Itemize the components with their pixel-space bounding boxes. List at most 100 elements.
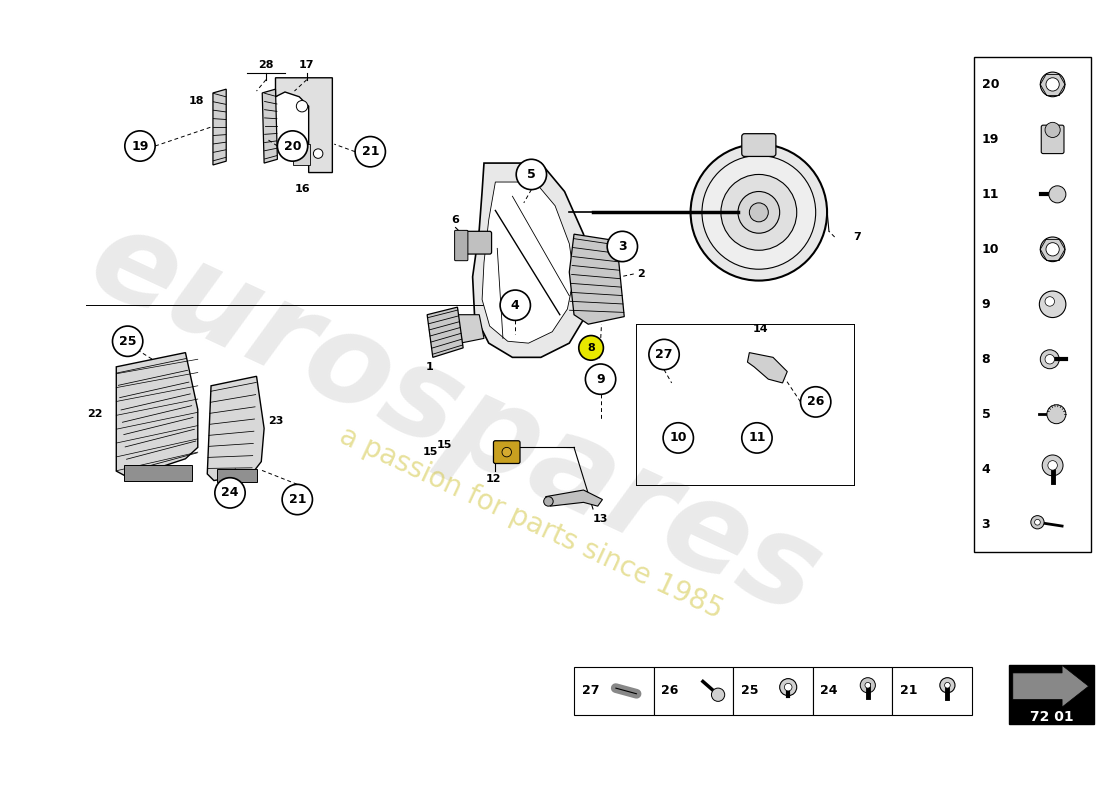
Text: 18: 18 bbox=[189, 97, 205, 106]
FancyBboxPatch shape bbox=[461, 231, 492, 254]
Text: 26: 26 bbox=[807, 395, 824, 408]
Text: 20: 20 bbox=[981, 78, 999, 91]
Text: 6: 6 bbox=[452, 215, 460, 225]
Circle shape bbox=[1035, 519, 1041, 525]
Bar bbox=[217, 469, 256, 482]
Text: 28: 28 bbox=[258, 60, 274, 70]
Circle shape bbox=[780, 678, 796, 696]
Circle shape bbox=[801, 386, 830, 417]
Circle shape bbox=[1045, 122, 1060, 138]
FancyBboxPatch shape bbox=[454, 230, 467, 261]
Text: 72 01: 72 01 bbox=[1030, 710, 1074, 723]
Polygon shape bbox=[1013, 666, 1089, 707]
Text: 21: 21 bbox=[362, 146, 380, 158]
Circle shape bbox=[1046, 242, 1059, 256]
Text: 10: 10 bbox=[981, 243, 999, 256]
Text: 17: 17 bbox=[299, 60, 315, 70]
Text: 21: 21 bbox=[288, 493, 306, 506]
Circle shape bbox=[314, 149, 323, 158]
Polygon shape bbox=[570, 234, 625, 324]
Text: 5: 5 bbox=[981, 408, 990, 421]
Text: 5: 5 bbox=[527, 168, 536, 181]
Text: 13: 13 bbox=[593, 514, 608, 524]
Polygon shape bbox=[473, 163, 593, 358]
Circle shape bbox=[516, 159, 547, 190]
Circle shape bbox=[124, 131, 155, 161]
Circle shape bbox=[579, 335, 604, 360]
FancyBboxPatch shape bbox=[741, 134, 776, 157]
Circle shape bbox=[945, 682, 950, 688]
Bar bbox=[813, 667, 892, 714]
Circle shape bbox=[784, 683, 792, 691]
Text: eurospares: eurospares bbox=[72, 197, 839, 641]
Polygon shape bbox=[213, 89, 227, 165]
Polygon shape bbox=[207, 376, 264, 481]
Circle shape bbox=[500, 290, 530, 320]
Circle shape bbox=[1041, 350, 1059, 369]
Text: 14: 14 bbox=[752, 324, 769, 334]
Text: 3: 3 bbox=[618, 240, 627, 253]
Polygon shape bbox=[275, 78, 332, 173]
Text: 15: 15 bbox=[422, 447, 438, 458]
Circle shape bbox=[1045, 297, 1055, 306]
Circle shape bbox=[1048, 461, 1057, 470]
Text: 27: 27 bbox=[656, 348, 673, 361]
Text: 25: 25 bbox=[119, 334, 136, 348]
Text: 22: 22 bbox=[88, 410, 103, 419]
Circle shape bbox=[1047, 405, 1066, 424]
Circle shape bbox=[712, 688, 725, 702]
Text: 2: 2 bbox=[638, 269, 646, 279]
Bar bbox=[574, 667, 653, 714]
Circle shape bbox=[607, 231, 638, 262]
Circle shape bbox=[1041, 72, 1065, 97]
Text: 25: 25 bbox=[740, 685, 758, 698]
Text: 9: 9 bbox=[981, 298, 990, 310]
Polygon shape bbox=[455, 314, 484, 343]
Bar bbox=[653, 667, 734, 714]
Text: 8: 8 bbox=[981, 353, 990, 366]
Circle shape bbox=[860, 678, 876, 693]
Circle shape bbox=[1045, 354, 1055, 364]
Text: 9: 9 bbox=[596, 373, 605, 386]
Text: 23: 23 bbox=[268, 416, 284, 426]
Circle shape bbox=[663, 422, 693, 453]
Text: 24: 24 bbox=[221, 486, 239, 499]
Text: 16: 16 bbox=[294, 184, 310, 194]
Circle shape bbox=[702, 155, 816, 270]
Circle shape bbox=[543, 497, 553, 506]
Text: 27: 27 bbox=[582, 685, 600, 698]
Text: 4: 4 bbox=[510, 298, 519, 312]
Circle shape bbox=[741, 422, 772, 453]
Circle shape bbox=[738, 191, 780, 234]
Bar bbox=[734, 667, 813, 714]
Bar bbox=[892, 667, 972, 714]
Circle shape bbox=[1046, 78, 1059, 91]
Bar bbox=[974, 57, 1090, 552]
Text: 1: 1 bbox=[426, 362, 433, 372]
Circle shape bbox=[112, 326, 143, 357]
Circle shape bbox=[865, 682, 871, 688]
Bar bbox=[1009, 666, 1094, 724]
Circle shape bbox=[939, 678, 955, 693]
Circle shape bbox=[691, 144, 827, 281]
Circle shape bbox=[749, 203, 768, 222]
Circle shape bbox=[1042, 455, 1063, 476]
FancyBboxPatch shape bbox=[1042, 125, 1064, 154]
Circle shape bbox=[1041, 237, 1065, 262]
Text: 26: 26 bbox=[661, 685, 679, 698]
Polygon shape bbox=[748, 353, 788, 383]
Polygon shape bbox=[427, 307, 463, 358]
Circle shape bbox=[277, 131, 308, 161]
Circle shape bbox=[502, 447, 512, 457]
Polygon shape bbox=[546, 490, 603, 506]
Circle shape bbox=[282, 484, 312, 514]
Text: 11: 11 bbox=[748, 431, 766, 445]
Circle shape bbox=[1031, 516, 1044, 529]
Text: 12: 12 bbox=[486, 474, 502, 484]
Circle shape bbox=[214, 478, 245, 508]
Circle shape bbox=[1048, 186, 1066, 203]
Text: 20: 20 bbox=[284, 139, 301, 153]
Circle shape bbox=[585, 364, 616, 394]
Bar bbox=[293, 144, 309, 165]
Polygon shape bbox=[482, 182, 574, 343]
